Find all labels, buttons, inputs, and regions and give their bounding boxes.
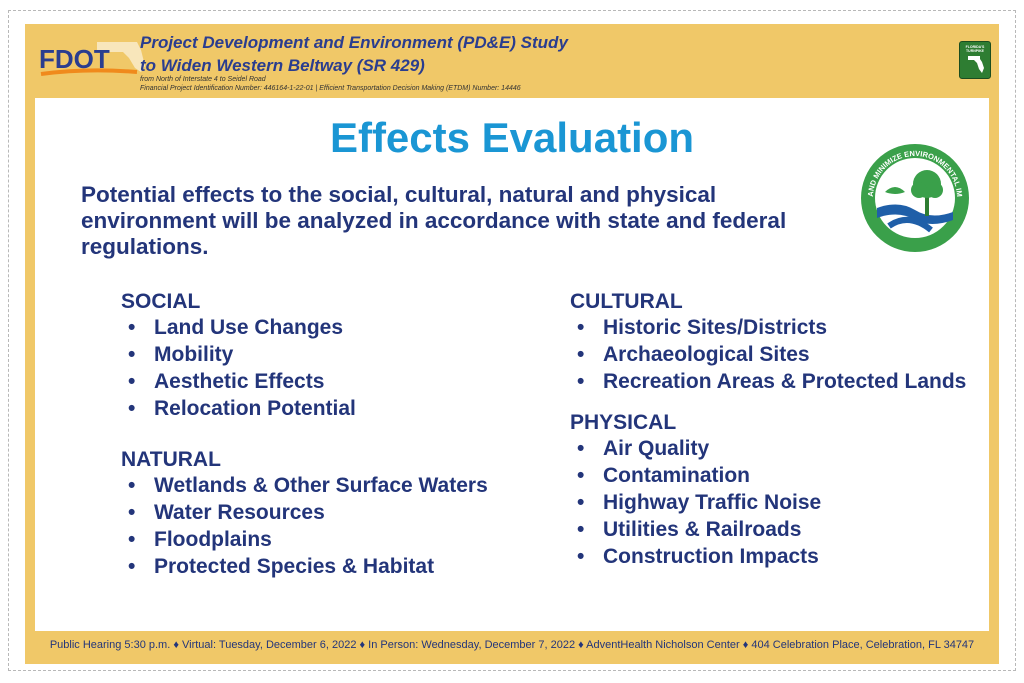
list-item: • Archaeological Sites [577, 343, 810, 366]
cultural-heading: CULTURAL [570, 290, 683, 313]
bullet: • [577, 437, 585, 460]
list-item: • Protected Species & Habitat [128, 555, 435, 578]
bullet: • [577, 370, 585, 393]
page-border [8, 10, 1016, 671]
list-item: • Land Use Changes [128, 316, 344, 339]
fdot-logo: FDOT [39, 42, 145, 76]
natural-heading: NATURAL [121, 448, 221, 471]
bullet: • [128, 316, 136, 339]
board-header: FDOT Project Development and Environment… [25, 24, 999, 96]
bullet: • [577, 545, 585, 568]
right-column: CULTURAL • Historic Sites/Districts • Arch… [570, 288, 970, 571]
project-numbers: Financial Project Identification Number:… [140, 85, 521, 92]
bullet: • [128, 555, 136, 578]
list-item: • Historic Sites/Districts [577, 316, 828, 339]
list-item: • Relocation Potential [128, 397, 356, 420]
bullet: • [577, 316, 585, 339]
list-item: • Water Resources [128, 501, 325, 524]
bullet: • [128, 397, 136, 420]
list-item: • Contamination [577, 464, 750, 487]
bullet: • [128, 343, 136, 366]
bullet: • [577, 343, 585, 366]
physical-list: • Air Quality • Contamination • Highway Tra… [570, 436, 970, 570]
list-item: • Wetlands & Other Surface Waters [128, 474, 488, 497]
study-title-line-2: to Widen Western Beltway (SR 429) [140, 56, 425, 75]
bullet: • [128, 501, 136, 524]
natural-list: • Wetlands & Other Surface Waters • Water … [121, 473, 541, 580]
turnpike-logo: FLORIDA'S TURNPIKE [959, 41, 991, 79]
florida-shape-icon [968, 56, 984, 73]
list-item: • Air Quality [577, 437, 710, 460]
intro-paragraph: Potential effects to the social, cultura… [81, 182, 787, 259]
social-heading: SOCIAL [121, 290, 201, 313]
list-item: • Mobility [128, 343, 234, 366]
content-panel: Effects Evaluation Potential effects to … [35, 98, 989, 631]
environmental-badge-icon: AVOID AND MINIMIZE ENVIRONMENTAL IMPACTS [859, 142, 969, 252]
physical-heading: PHYSICAL [570, 411, 677, 434]
bullet: • [128, 528, 136, 551]
list-item: • Recreation Areas & Protected Lands [577, 370, 967, 393]
list-item: • Aesthetic Effects [128, 370, 325, 393]
list-item: • Floodplains [128, 528, 272, 551]
bullet: • [128, 474, 136, 497]
list-item: • Utilities & Railroads [577, 518, 802, 541]
cultural-list: • Historic Sites/Districts • Archaeologica… [570, 315, 970, 395]
bullet: • [577, 491, 585, 514]
list-item: • Highway Traffic Noise [577, 491, 822, 514]
turnpike-logo-text: FLORIDA'S TURNPIKE [965, 45, 985, 53]
left-column: SOCIAL • Land Use Changes • Mobility • Aest… [121, 288, 541, 581]
hearing-info-footer: Public Hearing 5:30 p.m. ♦ Virtual: Tues… [49, 639, 975, 651]
bullet: • [577, 464, 585, 487]
display-board: FDOT Project Development and Environment… [25, 24, 999, 664]
social-list: • Land Use Changes • Mobility • Aesthetic E… [121, 315, 541, 422]
page-title: Effects Evaluation [329, 114, 695, 161]
bullet: • [128, 370, 136, 393]
list-item: • Construction Impacts [577, 545, 819, 568]
bullet: • [577, 518, 585, 541]
study-title-line-1: Project Development and Environment (PD&… [140, 33, 568, 52]
study-limits: from North of Interstate 4 to Seidel Roa… [140, 76, 266, 83]
